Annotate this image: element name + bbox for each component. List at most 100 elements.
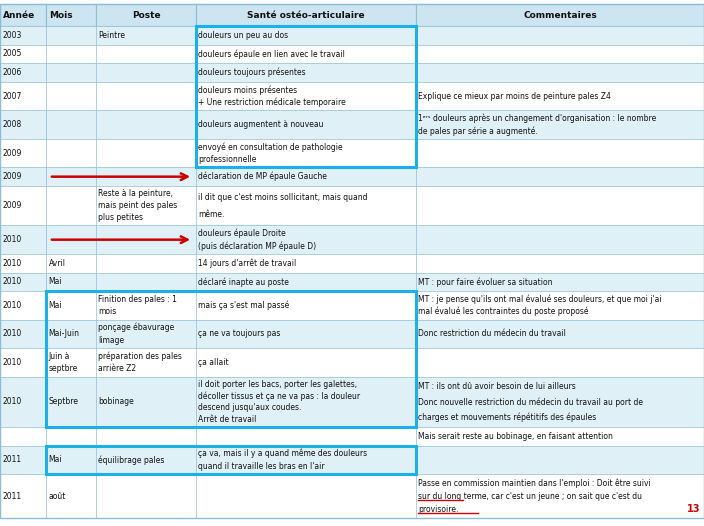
Bar — [0, 377, 46, 427]
Text: Arrêt de travail: Arrêt de travail — [199, 415, 257, 424]
Text: 13: 13 — [686, 504, 700, 514]
Bar — [46, 26, 96, 45]
Text: provisoire.: provisoire. — [418, 505, 459, 514]
Bar — [96, 139, 196, 167]
Text: août: août — [49, 492, 66, 501]
Bar — [196, 26, 416, 45]
Bar — [96, 226, 196, 254]
Bar — [46, 45, 96, 63]
Text: douleurs épaule Droite: douleurs épaule Droite — [199, 229, 287, 238]
Text: ça ne va toujours pas: ça ne va toujours pas — [199, 329, 281, 338]
Bar — [196, 427, 416, 446]
Bar — [46, 474, 96, 518]
Text: Reste à la peinture,: Reste à la peinture, — [99, 189, 173, 198]
Text: ponçage ébavurage: ponçage ébavurage — [99, 323, 175, 332]
Bar — [196, 474, 416, 518]
Text: 2010: 2010 — [3, 259, 22, 268]
Text: 2010: 2010 — [3, 235, 22, 244]
Text: douleurs un peu au dos: douleurs un peu au dos — [199, 31, 289, 40]
Text: déclaration de MP épaule Gauche: déclaration de MP épaule Gauche — [199, 172, 327, 181]
Bar — [196, 291, 416, 320]
Text: Année: Année — [3, 11, 35, 19]
Text: sur du long terme, car c'est un jeune ; on sait que c'est du: sur du long terme, car c'est un jeune ; … — [418, 492, 643, 501]
Text: ça va, mais il y a quand même des douleurs: ça va, mais il y a quand même des douleu… — [199, 449, 367, 459]
Text: Mais serait reste au bobinage, en faisant attention: Mais serait reste au bobinage, en faisan… — [418, 432, 613, 441]
Bar — [0, 4, 46, 26]
Text: douleurs augmentent à nouveau: douleurs augmentent à nouveau — [199, 120, 324, 129]
Text: professionnelle: professionnelle — [199, 155, 257, 164]
Text: 2003: 2003 — [3, 31, 22, 40]
Bar — [46, 139, 96, 167]
Bar — [46, 110, 96, 139]
Bar — [0, 272, 46, 291]
Bar — [46, 377, 96, 427]
Text: de pales par série a augmenté.: de pales par série a augmenté. — [418, 126, 539, 136]
Bar — [0, 291, 46, 320]
Text: même.: même. — [199, 210, 225, 219]
Text: plus petites: plus petites — [99, 213, 144, 222]
Text: Mai-Juin: Mai-Juin — [49, 329, 80, 338]
Bar — [46, 446, 96, 474]
Bar — [196, 110, 416, 139]
Text: Passe en commission maintien dans l'emploi : Doit être suivi: Passe en commission maintien dans l'empl… — [418, 478, 651, 488]
Text: ça allait: ça allait — [199, 358, 229, 367]
Bar — [96, 291, 196, 320]
Bar — [416, 139, 704, 167]
Bar — [416, 291, 704, 320]
Bar — [96, 26, 196, 45]
Bar — [196, 4, 416, 26]
Bar — [96, 272, 196, 291]
Bar — [416, 254, 704, 272]
Bar — [196, 446, 416, 474]
Bar — [196, 320, 416, 348]
Bar — [196, 348, 416, 377]
Bar — [46, 254, 96, 272]
Bar — [96, 377, 196, 427]
Bar — [196, 63, 416, 82]
Bar — [96, 320, 196, 348]
Text: douleurs épaule en lien avec le travail: douleurs épaule en lien avec le travail — [199, 49, 346, 59]
Bar — [0, 186, 46, 226]
Bar — [0, 82, 46, 110]
Text: déclaré inapte au poste: déclaré inapte au poste — [199, 277, 289, 287]
Text: douleurs toujours présentes: douleurs toujours présentes — [199, 68, 306, 77]
Bar — [96, 45, 196, 63]
Text: il dit que c'est moins sollicitant, mais quand: il dit que c'est moins sollicitant, mais… — [199, 193, 368, 201]
Bar — [0, 167, 46, 186]
Text: 2006: 2006 — [3, 68, 22, 77]
Bar — [46, 82, 96, 110]
Bar — [0, 63, 46, 82]
Text: préparation des pales: préparation des pales — [99, 351, 182, 361]
Bar — [96, 4, 196, 26]
Text: 2007: 2007 — [3, 92, 22, 100]
Text: limage: limage — [99, 336, 125, 345]
Text: mois: mois — [99, 307, 117, 316]
Text: Mois: Mois — [49, 11, 73, 19]
Text: arrière Z2: arrière Z2 — [99, 364, 137, 373]
Bar — [96, 82, 196, 110]
Text: MT : pour faire évoluer sa situation: MT : pour faire évoluer sa situation — [418, 277, 553, 287]
Text: (puis déclaration MP épaule D): (puis déclaration MP épaule D) — [199, 241, 317, 250]
Bar — [416, 320, 704, 348]
Bar — [96, 63, 196, 82]
Text: charges et mouvements répétitifs des épaules: charges et mouvements répétitifs des épa… — [418, 412, 597, 422]
Text: 2010: 2010 — [3, 301, 22, 310]
Bar — [46, 272, 96, 291]
Text: Juin à: Juin à — [49, 352, 70, 361]
Bar — [96, 474, 196, 518]
Bar — [416, 446, 704, 474]
Bar — [0, 446, 46, 474]
Text: Mai: Mai — [49, 456, 62, 464]
Bar — [46, 63, 96, 82]
Bar — [96, 186, 196, 226]
Bar — [416, 110, 704, 139]
Text: 2009: 2009 — [3, 149, 22, 158]
Bar — [96, 446, 196, 474]
Bar — [96, 110, 196, 139]
Bar — [196, 167, 416, 186]
Bar — [46, 291, 96, 320]
Bar — [196, 186, 416, 226]
Text: Peintre: Peintre — [99, 31, 125, 40]
Text: décoller tissus et ça ne va pas : la douleur: décoller tissus et ça ne va pas : la dou… — [199, 391, 360, 401]
Bar — [416, 272, 704, 291]
